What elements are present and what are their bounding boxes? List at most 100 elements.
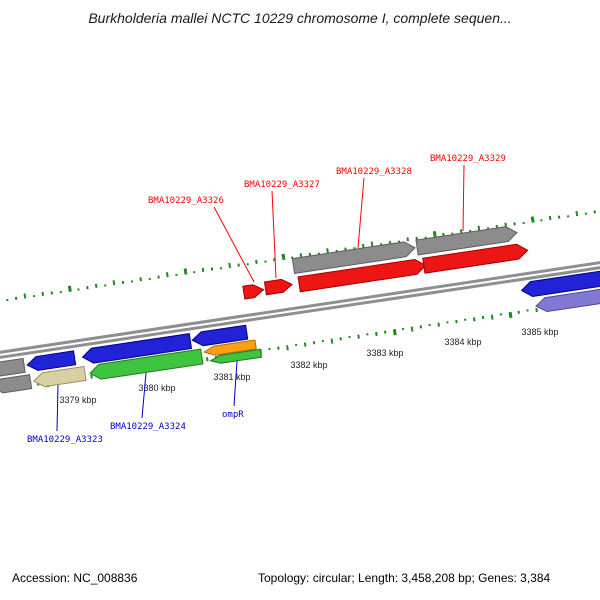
tick-mark	[366, 333, 369, 336]
tick-mark	[67, 285, 72, 292]
tick-mark	[228, 262, 231, 269]
feature-arrow-left-edge-gene-gray-1[interactable]	[0, 357, 26, 377]
feature-arrow-BMA10229_A3323-gene[interactable]	[26, 350, 77, 372]
tick-mark	[415, 236, 418, 241]
tick-mark	[522, 221, 525, 225]
feature-arrow-BMA10229_A3326-cds[interactable]	[242, 283, 265, 300]
tick-mark	[294, 343, 298, 347]
tick-mark	[499, 313, 502, 316]
tick-mark	[130, 280, 134, 283]
tick-mark	[308, 252, 312, 257]
tick-mark	[455, 319, 458, 324]
tick-mark	[277, 346, 280, 350]
tick-mark	[432, 231, 437, 238]
genome-backbone-rail-bottom	[0, 263, 600, 361]
tick-mark	[299, 253, 303, 258]
tick-mark	[201, 267, 205, 273]
tick-mark	[183, 268, 188, 275]
ruler-label: 3384 kbp	[444, 337, 481, 347]
tick-mark	[312, 341, 316, 345]
feature-label-BMA10229_A3327[interactable]: BMA10229_A3327	[244, 180, 320, 190]
feature-arrow-BMA10229_A3329-cds[interactable]	[422, 243, 529, 274]
tick-mark	[566, 215, 570, 218]
tick-mark	[437, 322, 440, 327]
tick-mark	[383, 330, 387, 334]
feature-arrow-BMA10229_A3328-cds[interactable]	[297, 258, 427, 293]
tick-row-upper	[6, 210, 596, 302]
tick-mark	[473, 317, 476, 322]
tick-mark	[535, 307, 538, 313]
tick-mark	[508, 311, 513, 319]
feature-arrow-BMA10229_A3329-gene[interactable]	[415, 225, 518, 256]
feature-arrow-BMA10229_A3327-cds[interactable]	[263, 278, 294, 296]
status-bar: Accession: NC_008836 Topology: circular;…	[0, 571, 600, 591]
feature-arrow-BMA10229_A3328-gene[interactable]	[291, 240, 416, 274]
ruler-label: 3385 kbp	[521, 327, 558, 337]
label-leader-line	[233, 360, 238, 407]
ruler-label: 3382 kbp	[290, 360, 327, 370]
tick-mark	[23, 293, 27, 299]
tick-mark	[477, 225, 481, 231]
tick-mark	[428, 323, 431, 327]
feature-arrow-right-edge-gene-blue[interactable]	[520, 268, 600, 298]
tick-mark	[104, 284, 107, 287]
tick-mark	[513, 222, 516, 226]
feature-label-ompR[interactable]: ompR	[222, 410, 244, 420]
tick-mark	[517, 310, 520, 314]
tick-mark	[330, 338, 334, 344]
tick-mark	[504, 222, 507, 227]
tick-mark	[321, 339, 324, 343]
tick-mark	[593, 210, 596, 214]
tick-mark	[459, 229, 463, 234]
feature-arrow-BMA10229_A3324-gene[interactable]	[81, 333, 193, 365]
feature-label-BMA10229_A3323[interactable]: BMA10229_A3323	[27, 435, 103, 445]
tick-mark	[344, 247, 347, 251]
genome-backbone-rail-top	[0, 258, 600, 357]
sequence-title: Burkholderia mallei NCTC 10229 chromosom…	[88, 10, 512, 26]
feature-label-BMA10229_A3329[interactable]: BMA10229_A3329	[430, 154, 506, 164]
tick-mark	[121, 280, 125, 284]
tick-mark	[41, 291, 45, 296]
tick-mark	[112, 280, 116, 286]
feature-arrow-ompR-gene[interactable]	[191, 324, 249, 347]
feature-label-BMA10229_A3324[interactable]: BMA10229_A3324	[110, 422, 186, 432]
tick-mark	[401, 327, 405, 331]
track-rotated-group	[0, 210, 600, 395]
topology-text: Topology: circular; Length: 3,458,208 bp…	[258, 571, 551, 585]
tick-mark	[361, 243, 365, 249]
tick-mark	[286, 345, 289, 351]
tick-mark	[370, 241, 374, 247]
label-leader-line	[141, 372, 147, 419]
tick-mark	[442, 232, 445, 237]
feature-label-BMA10229_A3328[interactable]: BMA10229_A3328	[336, 167, 412, 177]
feature-arrow-ompR-cds-orange[interactable]	[202, 339, 257, 357]
tick-mark	[32, 295, 36, 298]
ruler-label: 3381 kbp	[213, 372, 250, 382]
tick-mark	[410, 326, 414, 332]
tick-mark	[557, 215, 561, 219]
feature-arrow-right-edge-cds-slate[interactable]	[535, 286, 600, 313]
tick-mark	[94, 283, 98, 288]
tick-mark	[326, 248, 329, 254]
label-leader-line	[56, 384, 59, 432]
feature-arrow-ompR-cds-green[interactable]	[209, 348, 263, 364]
feature-label-BMA10229_A3326[interactable]: BMA10229_A3326	[148, 196, 224, 206]
feature-arrow-left-edge-gene-gray-2[interactable]	[0, 374, 33, 395]
tick-mark	[165, 272, 169, 278]
tick-mark	[303, 342, 307, 347]
tick-mark	[175, 273, 178, 277]
tick-mark	[210, 267, 214, 271]
tick-mark	[481, 315, 485, 320]
feature-arrow-BMA10229_A3323-cds[interactable]	[32, 365, 87, 389]
feature-arrow-BMA10229_A3324-cds[interactable]	[89, 348, 204, 381]
tick-mark	[526, 309, 529, 312]
tick-mark	[406, 237, 410, 242]
tick-mark	[281, 253, 286, 261]
tick-mark	[357, 334, 360, 339]
ruler-label: 3380 kbp	[138, 383, 175, 393]
label-leader-line	[271, 190, 277, 279]
tick-mark	[575, 210, 579, 217]
tick-mark	[268, 347, 271, 351]
